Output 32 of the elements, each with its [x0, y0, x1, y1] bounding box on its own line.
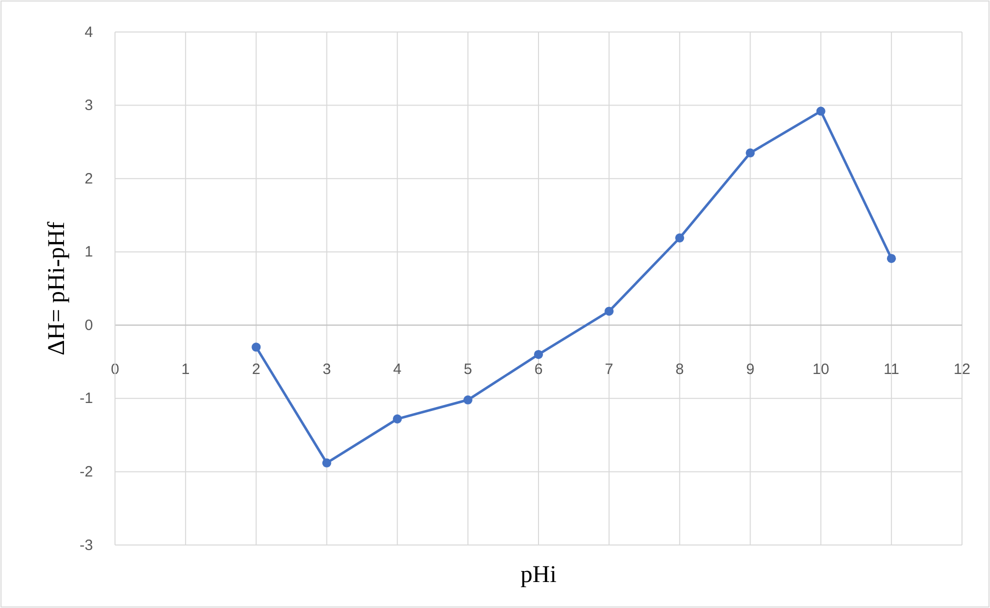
y-tick-label: -3 — [80, 536, 93, 554]
x-tick-label: 8 — [675, 360, 684, 378]
x-tick-label: 5 — [464, 360, 472, 378]
point — [252, 342, 261, 352]
x-tick-label: 2 — [252, 360, 260, 378]
y-tick-label: 0 — [84, 316, 93, 334]
point — [886, 254, 896, 263]
y-tick-label: -1 — [80, 390, 93, 408]
y-tick-label: 1 — [84, 244, 93, 261]
point — [392, 414, 402, 424]
point — [463, 395, 472, 404]
point — [675, 233, 684, 242]
point — [322, 458, 332, 468]
x-tick-label: 11 — [884, 360, 900, 378]
point — [816, 106, 826, 116]
x-tick-label: 1 — [181, 360, 190, 378]
y-tick-label: -2 — [80, 464, 93, 481]
point — [604, 306, 614, 316]
point — [534, 350, 544, 359]
x-tick-label: 4 — [393, 360, 402, 378]
y-tick-label: 4 — [84, 24, 93, 41]
y-tick-label: 2 — [84, 170, 93, 188]
x-tick-label: 6 — [534, 360, 543, 378]
x-tick-label: 12 — [954, 360, 970, 378]
x-tick-label: 7 — [604, 360, 614, 378]
y-axis-title: ΔH= pHi-pHf — [44, 222, 70, 356]
x-tick-label: 9 — [746, 360, 754, 378]
point — [746, 148, 755, 158]
x-tick-label: 10 — [812, 360, 830, 378]
x-axis-title: pHi — [520, 562, 557, 588]
x-tick-label: 3 — [322, 360, 331, 378]
y-tick-label: 3 — [84, 97, 93, 114]
